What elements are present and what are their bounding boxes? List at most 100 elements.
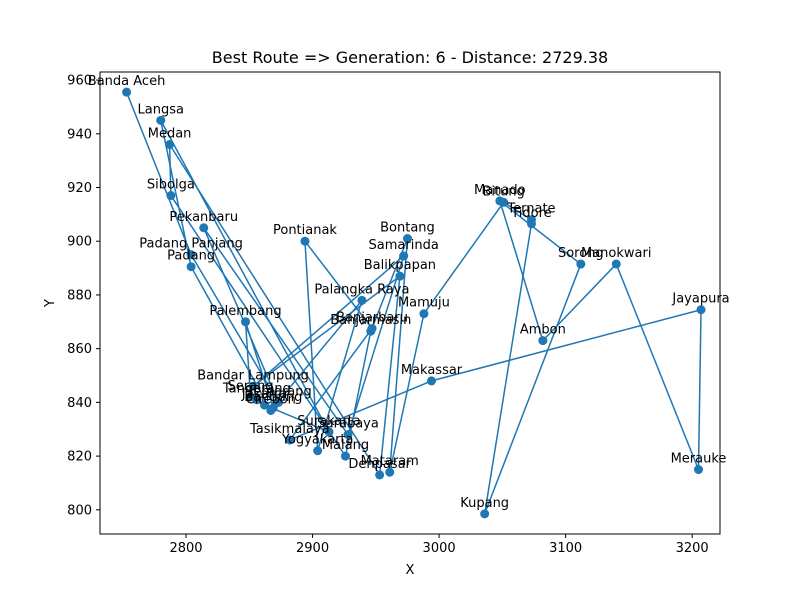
city-label: Cirebon	[246, 392, 296, 407]
y-tick-label: 960	[67, 74, 92, 89]
city-label: Tangerang	[222, 382, 291, 397]
x-tick-label: 2800	[169, 541, 202, 556]
city-point	[357, 295, 367, 305]
city-label: Banjarbaru	[336, 311, 408, 326]
city-point	[241, 317, 251, 327]
route-segment	[125, 91, 192, 256]
city-point	[300, 236, 310, 246]
city-point	[693, 465, 703, 475]
label-layer: Banda Aceh Padang Panjang Semarang Pekanbar…	[88, 74, 730, 511]
city-label: Makassar	[401, 363, 463, 378]
city-label: Balikpapan	[364, 258, 436, 273]
y-axis: 800 820 840 860 880 900 920 940 960	[67, 74, 100, 518]
y-tick-label: 920	[67, 181, 92, 196]
city-label: Kupang	[460, 496, 509, 511]
city-point	[248, 381, 258, 391]
route-segment	[244, 321, 275, 409]
route-segment	[304, 240, 373, 330]
city-label: Jakarta	[241, 387, 287, 402]
city-point	[259, 400, 269, 410]
x-axis: 2800 2900 3000 3100 3200	[169, 534, 709, 556]
city-label: Bitung	[482, 184, 524, 199]
route-segment	[483, 223, 533, 515]
city-label: Pekanbaru	[169, 210, 238, 225]
city-label: Serang	[228, 379, 274, 394]
route-segment	[378, 275, 401, 476]
city-label: Samarinda	[369, 238, 439, 253]
y-tick-label: 800	[67, 503, 92, 518]
route-segment	[483, 263, 582, 515]
city-label: Tidore	[510, 206, 551, 221]
y-tick-label: 840	[67, 396, 92, 411]
plot-frame	[99, 71, 721, 535]
y-tick-label: 880	[67, 288, 92, 303]
city-point	[495, 196, 505, 206]
y-tick-label: 820	[67, 450, 92, 465]
city-point	[246, 392, 256, 402]
city-label: Mamuju	[398, 296, 450, 311]
city-label: Merauke	[671, 452, 727, 467]
city-point	[526, 219, 536, 229]
route-segment	[170, 194, 347, 457]
route-segment	[252, 255, 405, 388]
route-segment	[697, 308, 702, 471]
route-segment	[347, 255, 405, 436]
city-point	[285, 435, 295, 445]
route-segment	[252, 275, 401, 388]
route-segment	[430, 308, 702, 382]
city-point	[696, 305, 706, 315]
city-point	[199, 223, 209, 233]
city-point	[375, 470, 385, 480]
route-segment	[389, 312, 425, 473]
city-point	[611, 259, 621, 269]
chart-title: Best Route => Generation: 6 - Distance: …	[212, 48, 608, 67]
y-tick-label: 860	[67, 342, 92, 357]
city-point	[313, 446, 323, 456]
city-point	[402, 234, 412, 244]
city-point	[343, 430, 353, 440]
route-segment	[289, 380, 433, 441]
city-point	[385, 467, 395, 477]
city-point	[186, 262, 196, 272]
city-point	[427, 376, 437, 386]
city-label: Palembang	[209, 304, 281, 319]
city-label: Palangka Raya	[314, 282, 409, 297]
city-label: Semarang	[245, 384, 312, 399]
route-segment	[270, 299, 363, 412]
route-segment	[389, 237, 409, 473]
city-label: Sorong	[558, 246, 604, 261]
x-tick-label: 3200	[676, 541, 709, 556]
route-segment	[499, 200, 544, 342]
city-point	[166, 191, 176, 201]
point-layer	[122, 87, 706, 519]
city-label: Yogyakarta	[281, 433, 354, 448]
route-segment	[499, 200, 582, 265]
city-point	[538, 336, 548, 346]
city-label: Sibolga	[147, 178, 195, 193]
x-tick-label: 3100	[549, 541, 582, 556]
route-segment	[502, 201, 533, 221]
route-segment	[542, 263, 617, 342]
y-tick-label: 900	[67, 235, 92, 250]
route-segment	[615, 263, 700, 471]
city-point	[156, 115, 166, 125]
route-segment	[423, 201, 505, 315]
city-label: Tasikmalaya	[249, 422, 330, 437]
city-label: Bontang	[380, 221, 435, 236]
route-segment	[203, 227, 349, 436]
city-point	[395, 271, 405, 281]
city-point	[576, 259, 586, 269]
city-point	[399, 251, 409, 261]
route-segment	[203, 227, 280, 404]
route-segment	[159, 119, 330, 433]
city-point	[480, 509, 490, 519]
city-label: Jayapura	[671, 292, 729, 307]
city-label: Bandung	[244, 390, 302, 405]
city-label: Banjarmasin	[330, 313, 411, 328]
city-label: Surakarta	[297, 414, 360, 429]
city-point	[340, 451, 350, 461]
city-point	[165, 140, 175, 150]
city-label: Surabaya	[317, 417, 379, 432]
